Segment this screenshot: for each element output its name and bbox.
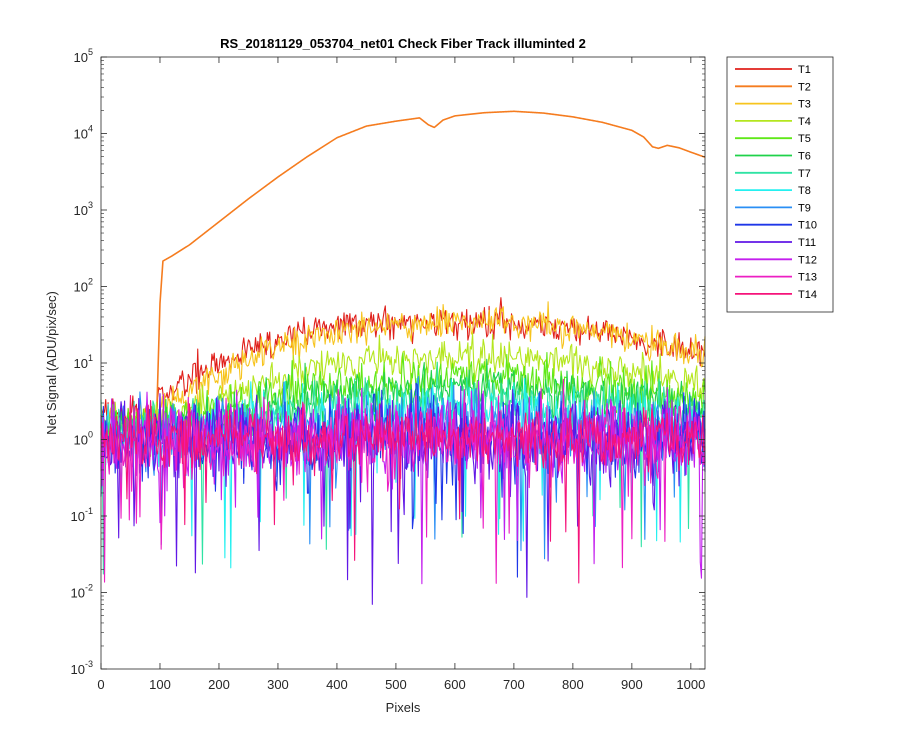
legend-item-t12[interactable]: T12 bbox=[735, 254, 817, 266]
y-tick-label: 10-1 bbox=[71, 506, 93, 524]
legend-label: T10 bbox=[798, 220, 817, 232]
legend-item-t2[interactable]: T2 bbox=[735, 81, 811, 93]
y-tick-label: 104 bbox=[74, 124, 93, 142]
x-tick-label: 900 bbox=[621, 677, 643, 692]
legend-label: T5 bbox=[798, 133, 811, 145]
y-axis-label: Net Signal (ADU/pix/sec) bbox=[44, 291, 59, 435]
legend-label: T11 bbox=[798, 237, 816, 249]
x-tick-label: 1000 bbox=[676, 677, 705, 692]
tick-layer: 0 100 200 300 400 500 600 700 800 900 1000 10-3 10-2… bbox=[71, 47, 706, 692]
series-line-t14 bbox=[100, 395, 706, 584]
y-tick-label: 102 bbox=[74, 277, 93, 295]
x-tick-label: 100 bbox=[149, 677, 171, 692]
legend-label: T7 bbox=[798, 168, 811, 180]
legend-item-t10[interactable]: T10 bbox=[735, 220, 817, 232]
series-line-t11 bbox=[100, 385, 706, 605]
legend-label: T4 bbox=[798, 116, 811, 128]
series-line-t4 bbox=[100, 332, 706, 452]
legend-label: T2 bbox=[798, 81, 811, 93]
legend-item-t4[interactable]: T4 bbox=[735, 116, 811, 128]
legend-item-t9[interactable]: T9 bbox=[735, 202, 811, 214]
y-tick-label: 103 bbox=[74, 200, 93, 218]
x-tick-label: 800 bbox=[562, 677, 584, 692]
x-axis-label: Pixels bbox=[386, 700, 421, 715]
legend-label: T1 bbox=[798, 64, 811, 76]
legend-label: T9 bbox=[798, 202, 811, 214]
legend-label: T14 bbox=[798, 289, 817, 301]
series-line-t1 bbox=[100, 297, 706, 431]
y-tick-label: 101 bbox=[74, 353, 93, 371]
series-layer bbox=[100, 110, 706, 605]
legend-label: T13 bbox=[798, 272, 817, 284]
legend-item-t5[interactable]: T5 bbox=[735, 133, 811, 145]
legend-item-t7[interactable]: T7 bbox=[735, 168, 811, 180]
x-tick-label: 600 bbox=[444, 677, 466, 692]
y-tick-label: 105 bbox=[74, 47, 93, 65]
legend-item-t3[interactable]: T3 bbox=[735, 99, 811, 111]
x-tick-label: 700 bbox=[503, 677, 525, 692]
legend-item-t14[interactable]: T14 bbox=[735, 289, 817, 301]
x-tick-label: 300 bbox=[267, 677, 289, 692]
legend-item-t6[interactable]: T6 bbox=[735, 151, 811, 163]
y-tick-label: 10-2 bbox=[71, 583, 93, 601]
legend-label: T6 bbox=[798, 151, 811, 163]
legend-label: T8 bbox=[798, 185, 811, 197]
legend-items: T1 T2 T3 T4 T5 T6 T7 T8 T9 T10 T11 T12 T13 T14 bbox=[735, 64, 817, 301]
series-line-t3 bbox=[100, 301, 706, 441]
series-line-t2 bbox=[100, 110, 706, 430]
y-tick-label: 10-3 bbox=[71, 659, 93, 677]
legend-item-t8[interactable]: T8 bbox=[735, 185, 811, 197]
legend-item-t1[interactable]: T1 bbox=[735, 64, 811, 76]
legend-box bbox=[726, 56, 834, 313]
x-tick-label: 400 bbox=[326, 677, 348, 692]
legend-label: T3 bbox=[798, 99, 811, 111]
x-tick-label: 500 bbox=[385, 677, 407, 692]
legend-item-t11[interactable]: T11 bbox=[735, 237, 816, 249]
legend-label: T12 bbox=[798, 254, 817, 266]
x-tick-label: 0 bbox=[97, 677, 104, 692]
legend-item-t13[interactable]: T13 bbox=[735, 272, 817, 284]
x-tick-label: 200 bbox=[208, 677, 230, 692]
y-tick-label: 100 bbox=[74, 430, 93, 448]
legend[interactable]: T1 T2 T3 T4 T5 T6 T7 T8 T9 T10 T11 T12 T13 T14 bbox=[726, 56, 834, 313]
series-line-t7 bbox=[100, 361, 706, 575]
chart-title: RS_20181129_053704_net01 Check Fiber Tra… bbox=[220, 36, 586, 51]
